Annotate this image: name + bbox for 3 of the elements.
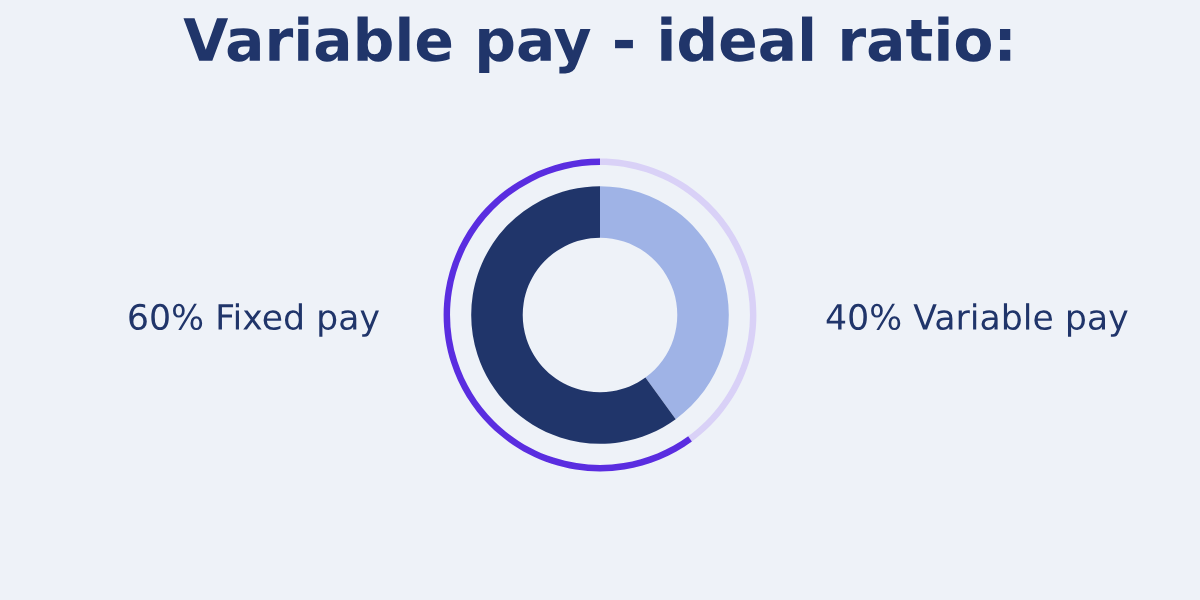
text: 60% Fixed pay	[129, 303, 379, 337]
text: 40% Variable pay	[826, 303, 1128, 337]
chart-title: Variable pay - ideal ratio:	[183, 16, 1011, 74]
